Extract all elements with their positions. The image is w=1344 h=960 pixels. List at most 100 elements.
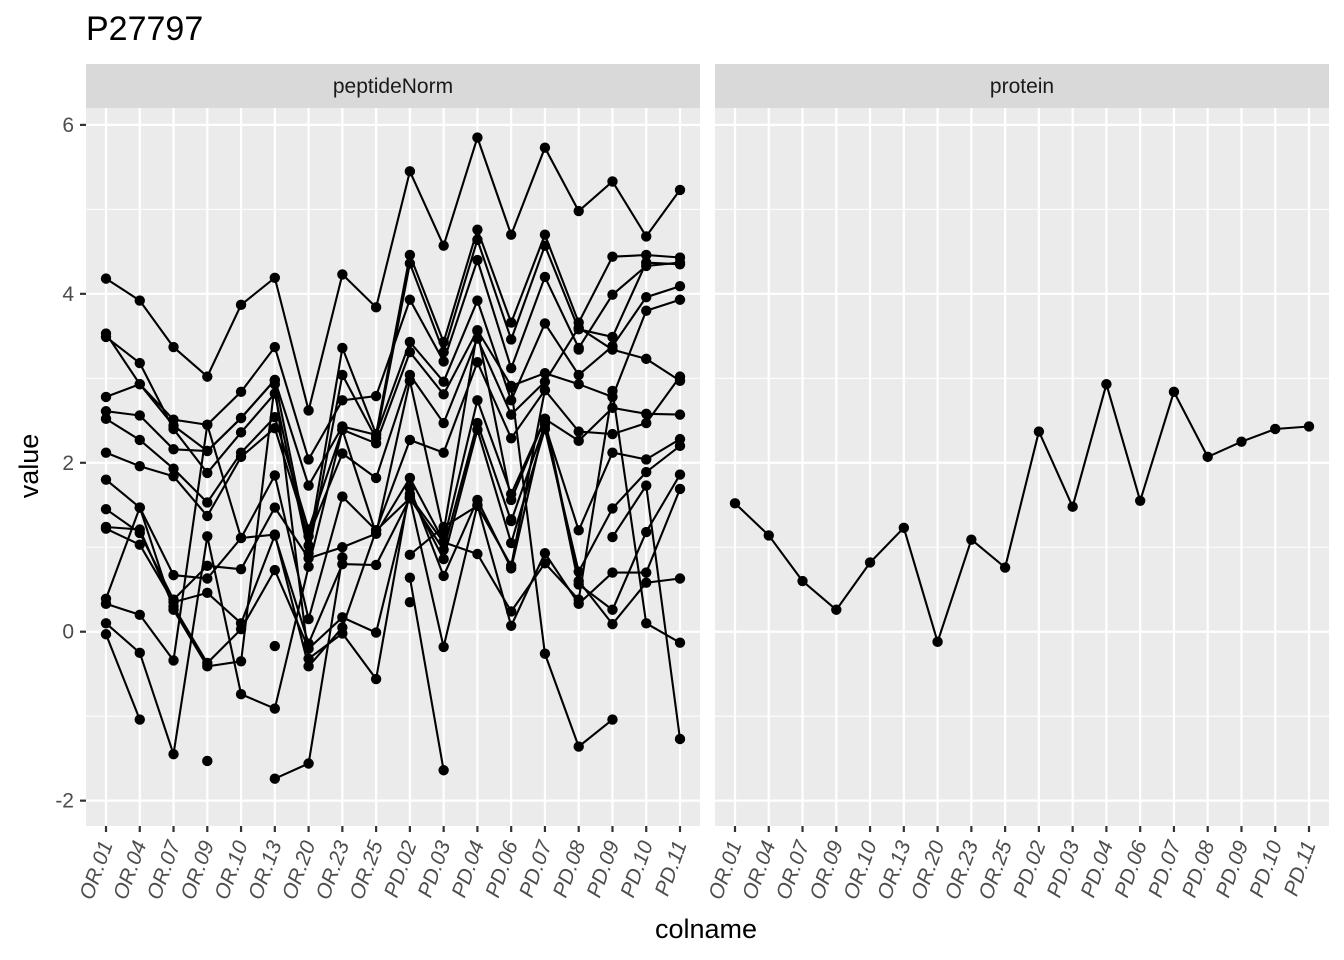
data-point bbox=[202, 573, 213, 584]
y-tick-label: 4 bbox=[62, 283, 74, 306]
data-point bbox=[370, 472, 382, 484]
data-point bbox=[999, 562, 1011, 573]
data-point bbox=[505, 334, 517, 345]
data-point bbox=[100, 331, 112, 343]
data-point bbox=[539, 240, 551, 251]
data-point bbox=[573, 426, 584, 437]
data-point bbox=[438, 570, 449, 582]
facet-strip bbox=[715, 64, 1329, 108]
data-point bbox=[573, 205, 584, 217]
data-point bbox=[202, 560, 213, 572]
data-point bbox=[438, 536, 449, 548]
data-point bbox=[438, 417, 449, 429]
data-point bbox=[641, 292, 652, 303]
data-point bbox=[303, 758, 314, 769]
chart-title: P27797 bbox=[86, 10, 203, 48]
data-point bbox=[168, 471, 179, 482]
data-point bbox=[641, 260, 652, 272]
data-point bbox=[235, 564, 247, 575]
data-point bbox=[1236, 436, 1247, 447]
series-1 bbox=[729, 379, 1315, 648]
data-point bbox=[607, 385, 618, 397]
data-point bbox=[674, 733, 686, 745]
data-point bbox=[472, 325, 483, 337]
panel-background bbox=[86, 108, 700, 826]
data-point bbox=[134, 357, 145, 369]
data-point bbox=[235, 386, 247, 398]
data-point bbox=[404, 294, 416, 305]
data-point bbox=[202, 755, 213, 767]
data-point bbox=[134, 502, 145, 513]
data-point bbox=[168, 569, 179, 581]
data-point bbox=[898, 522, 910, 534]
data-point bbox=[303, 454, 314, 465]
data-point bbox=[202, 661, 213, 672]
data-point bbox=[539, 376, 551, 387]
data-point bbox=[438, 553, 449, 565]
data-point bbox=[100, 504, 112, 515]
data-point bbox=[607, 176, 618, 187]
data-point bbox=[100, 391, 112, 403]
data-point bbox=[505, 362, 517, 374]
series-18 bbox=[404, 344, 584, 608]
data-point bbox=[472, 548, 483, 560]
data-point bbox=[505, 494, 517, 506]
data-point bbox=[864, 557, 876, 568]
data-point bbox=[134, 524, 145, 535]
data-point bbox=[1270, 423, 1281, 435]
data-point bbox=[641, 577, 652, 588]
data-point bbox=[438, 389, 449, 400]
data-point bbox=[168, 444, 179, 455]
y-tick-label: 0 bbox=[62, 621, 74, 644]
data-point bbox=[438, 641, 449, 653]
data-point bbox=[539, 318, 551, 329]
data-point bbox=[674, 294, 686, 305]
data-point bbox=[337, 552, 348, 563]
data-point bbox=[370, 302, 382, 313]
y-tick-label: -2 bbox=[55, 790, 74, 813]
data-point bbox=[1168, 386, 1180, 398]
data-point bbox=[438, 447, 449, 458]
data-point bbox=[235, 451, 247, 463]
data-point bbox=[1202, 451, 1213, 463]
data-point bbox=[134, 647, 145, 659]
data-point bbox=[539, 142, 551, 153]
data-point bbox=[607, 447, 618, 458]
data-point bbox=[932, 636, 943, 648]
data-point bbox=[337, 622, 348, 633]
data-point bbox=[641, 480, 652, 491]
data-point bbox=[607, 251, 618, 262]
data-point bbox=[370, 528, 382, 539]
data-point bbox=[337, 342, 348, 354]
data-point bbox=[202, 587, 213, 599]
data-point bbox=[235, 412, 247, 424]
data-point bbox=[337, 448, 348, 459]
data-point bbox=[337, 491, 348, 502]
data-point bbox=[607, 503, 618, 514]
data-point bbox=[641, 567, 652, 578]
data-point bbox=[573, 322, 584, 333]
data-point bbox=[674, 281, 686, 292]
series-17 bbox=[404, 382, 618, 776]
data-point bbox=[100, 521, 112, 533]
series-4 bbox=[100, 254, 686, 465]
data-point bbox=[438, 240, 449, 251]
data-point bbox=[303, 531, 314, 542]
data-point bbox=[607, 331, 618, 343]
data-point bbox=[505, 560, 517, 572]
data-point bbox=[674, 469, 686, 480]
data-point bbox=[641, 305, 652, 316]
data-point bbox=[539, 547, 551, 559]
data-point bbox=[168, 463, 179, 474]
data-point bbox=[472, 500, 483, 512]
data-point bbox=[505, 537, 517, 549]
data-point bbox=[202, 467, 213, 479]
data-point bbox=[539, 271, 551, 283]
data-point bbox=[607, 567, 618, 578]
data-point bbox=[337, 395, 348, 406]
data-point bbox=[269, 564, 281, 576]
data-point bbox=[303, 661, 314, 672]
data-point bbox=[168, 604, 179, 615]
data-point bbox=[641, 231, 652, 242]
data-point bbox=[202, 371, 213, 382]
